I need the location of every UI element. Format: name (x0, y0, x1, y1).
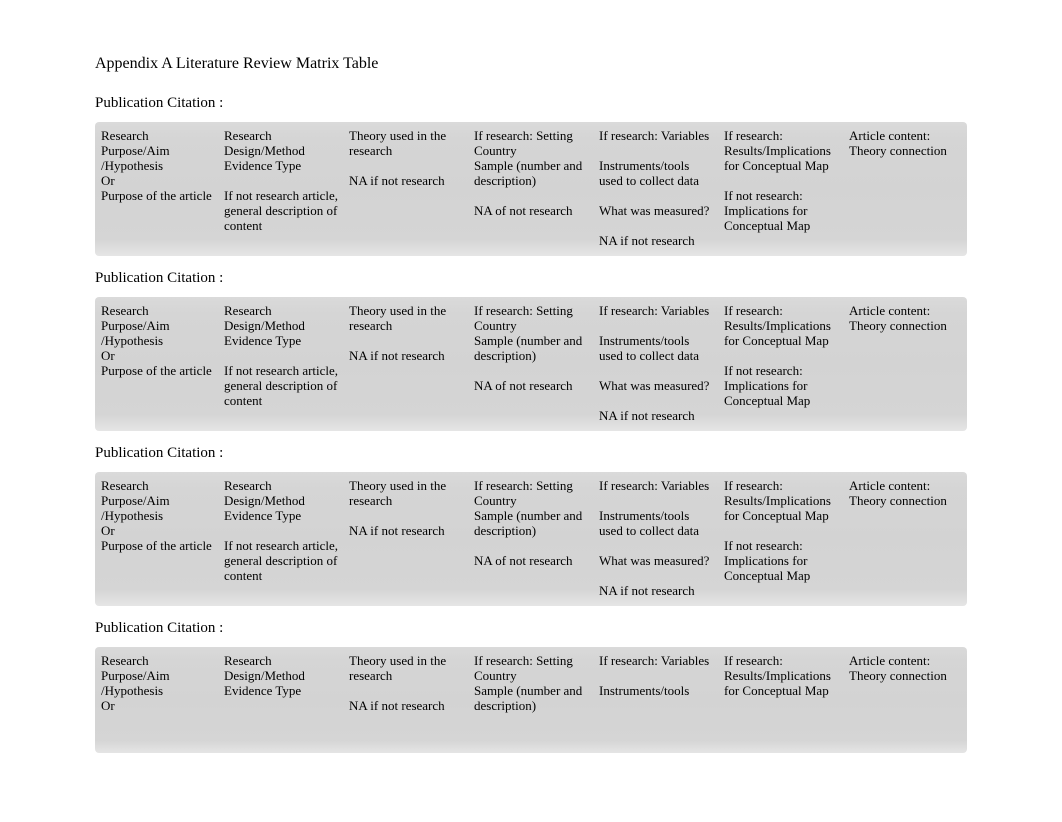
cell-setting: If research: Setting Country Sample (num… (470, 303, 595, 423)
cell-theory: Theory used in the research NA if not re… (345, 653, 470, 713)
matrix-row-3: Research Purpose/Aim /Hypothesis Or Purp… (95, 472, 967, 606)
cell-purpose: Research Purpose/Aim /Hypothesis Or Purp… (95, 128, 220, 248)
cell-purpose: Research Purpose/Aim /Hypothesis Or Purp… (95, 303, 220, 423)
cell-article: Article content: Theory connection (845, 303, 965, 423)
cell-article: Article content: Theory connection (845, 653, 965, 713)
page-title: Appendix A Literature Review Matrix Tabl… (95, 55, 967, 73)
citation-label-4: Publication Citation : (95, 620, 967, 637)
citation-label-3: Publication Citation : (95, 445, 967, 462)
cell-results: If research: Results/Implications for Co… (720, 478, 845, 598)
cell-article: Article content: Theory connection (845, 478, 965, 598)
cell-design: Research Design/Method Evidence Type If … (220, 478, 345, 598)
matrix-row-4: Research Purpose/Aim /Hypothesis Or Rese… (95, 647, 967, 753)
cell-theory: Theory used in the research NA if not re… (345, 478, 470, 598)
cell-article: Article content: Theory connection (845, 128, 965, 248)
citation-label-2: Publication Citation : (95, 270, 967, 287)
matrix-row-2: Research Purpose/Aim /Hypothesis Or Purp… (95, 297, 967, 431)
cell-purpose: Research Purpose/Aim /Hypothesis Or Purp… (95, 478, 220, 598)
citation-label-1: Publication Citation : (95, 95, 967, 112)
matrix-row-1: Research Purpose/Aim /Hypothesis Or Purp… (95, 122, 967, 256)
cell-results: If research: Results/Implications for Co… (720, 303, 845, 423)
cell-variables: If research: Variables Instruments/tools (595, 653, 720, 713)
cell-design: Research Design/Method Evidence Type (220, 653, 345, 713)
page-container: Appendix A Literature Review Matrix Tabl… (0, 0, 1062, 753)
cell-setting: If research: Setting Country Sample (num… (470, 128, 595, 248)
cell-design: Research Design/Method Evidence Type If … (220, 303, 345, 423)
cell-setting: If research: Setting Country Sample (num… (470, 653, 595, 713)
cell-results: If research: Results/Implications for Co… (720, 653, 845, 713)
cell-theory: Theory used in the research NA if not re… (345, 128, 470, 248)
cell-design: Research Design/Method Evidence Type If … (220, 128, 345, 248)
cell-setting: If research: Setting Country Sample (num… (470, 478, 595, 598)
cell-purpose: Research Purpose/Aim /Hypothesis Or (95, 653, 220, 713)
cell-variables: If research: Variables Instruments/tools… (595, 303, 720, 423)
cell-variables: If research: Variables Instruments/tools… (595, 478, 720, 598)
cell-variables: If research: Variables Instruments/tools… (595, 128, 720, 248)
cell-theory: Theory used in the research NA if not re… (345, 303, 470, 423)
cell-results: If research: Results/Implications for Co… (720, 128, 845, 248)
